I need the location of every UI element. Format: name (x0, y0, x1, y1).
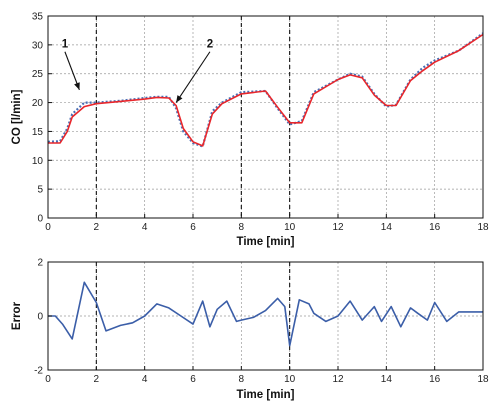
x-tick-label: 14 (381, 374, 393, 385)
x-tick-label: 4 (142, 374, 148, 385)
x-tick-label: 18 (477, 374, 489, 385)
annotation-arrowhead (176, 95, 183, 103)
x-tick-label: 4 (142, 222, 148, 233)
x-tick-label: 6 (190, 374, 196, 385)
x-tick-label: 12 (332, 222, 344, 233)
x-tick-label: 10 (284, 222, 296, 233)
x-tick-label: 8 (239, 222, 245, 233)
x-tick-label: 16 (429, 374, 441, 385)
y-tick-label: 10 (32, 156, 44, 167)
y-axis-label: CO [l/min] (11, 89, 23, 144)
series-line (48, 281, 483, 347)
annotation-label: 2 (207, 39, 213, 51)
x-tick-label: 10 (284, 374, 296, 385)
annotation-arrow (175, 51, 211, 103)
x-tick-label: 12 (332, 374, 344, 385)
annotation-label: 1 (62, 39, 69, 51)
y-tick-label: 5 (37, 185, 43, 196)
x-tick-label: 0 (45, 374, 51, 385)
plot-area (48, 16, 483, 218)
x-tick-label: 6 (190, 222, 196, 233)
y-tick-label: 25 (32, 69, 44, 80)
annotation-arrowhead (74, 82, 80, 90)
y-tick-label: 2 (37, 258, 43, 269)
y-tick-label: -2 (34, 366, 43, 377)
x-tick-label: 2 (94, 374, 100, 385)
x-tick-label: 18 (477, 222, 489, 233)
y-axis-label: Error (11, 301, 23, 330)
series-line (48, 33, 484, 147)
y-tick-label: 0 (37, 214, 43, 225)
x-tick-label: 0 (45, 222, 51, 233)
y-tick-label: 35 (32, 12, 44, 23)
y-tick-label: 15 (32, 127, 44, 138)
x-axis-label: Time [min] (237, 236, 295, 248)
y-tick-label: 20 (32, 98, 44, 109)
x-tick-label: 16 (429, 222, 441, 233)
x-tick-label: 8 (239, 374, 245, 385)
x-axis-label: Time [min] (237, 389, 295, 401)
y-tick-label: 0 (37, 312, 43, 323)
x-tick-label: 14 (381, 222, 393, 233)
y-tick-label: 30 (32, 40, 44, 51)
plot-frame (47, 15, 484, 219)
x-tick-label: 2 (94, 222, 100, 233)
